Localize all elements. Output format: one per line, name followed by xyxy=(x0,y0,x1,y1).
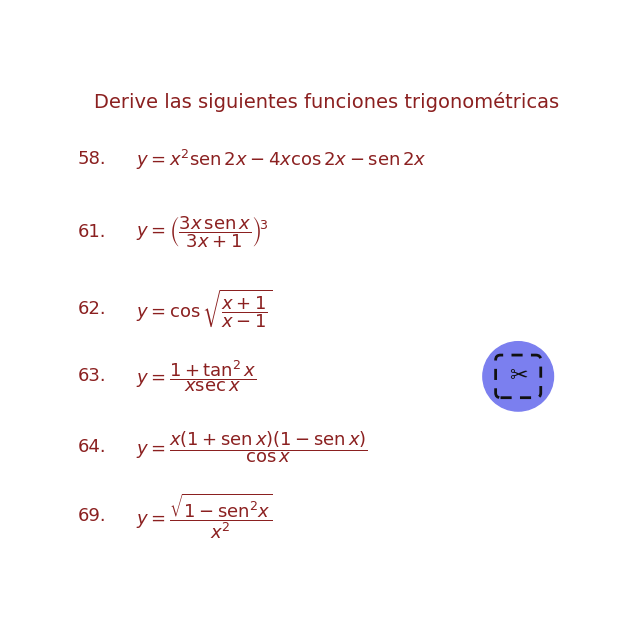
Text: ✂: ✂ xyxy=(509,366,527,386)
Text: 69.: 69. xyxy=(77,507,106,525)
Text: Derive las siguientes funciones trigonométricas: Derive las siguientes funciones trigonom… xyxy=(94,92,559,112)
Text: 64.: 64. xyxy=(77,438,106,456)
Text: $y = x^2 \mathrm{sen}\, 2x - 4x \cos 2x - \mathrm{sen}\, 2x$: $y = x^2 \mathrm{sen}\, 2x - 4x \cos 2x … xyxy=(135,148,426,172)
Text: 61.: 61. xyxy=(78,223,106,241)
Circle shape xyxy=(483,342,553,411)
Text: $y = \left(\dfrac{3x\, \mathrm{sen}\, x}{3x + 1}\right)^{\!3}$: $y = \left(\dfrac{3x\, \mathrm{sen}\, x}… xyxy=(135,214,268,250)
Text: $y = \dfrac{1 + \tan^2 x}{x \sec x}$: $y = \dfrac{1 + \tan^2 x}{x \sec x}$ xyxy=(135,359,256,394)
Text: 62.: 62. xyxy=(77,300,106,318)
Text: $y = \dfrac{\sqrt{1 - \mathrm{sen}^2 x}}{x^2}$: $y = \dfrac{\sqrt{1 - \mathrm{sen}^2 x}}… xyxy=(135,491,272,541)
Text: 63.: 63. xyxy=(77,367,106,386)
Text: $y = \cos \sqrt{\dfrac{x+1}{x-1}}$: $y = \cos \sqrt{\dfrac{x+1}{x-1}}$ xyxy=(135,288,272,330)
Text: 58.: 58. xyxy=(77,150,106,168)
Text: $y = \dfrac{x(1 + \mathrm{sen}\, x)(1 - \mathrm{sen}\, x)}{\cos x}$: $y = \dfrac{x(1 + \mathrm{sen}\, x)(1 - … xyxy=(135,429,367,465)
